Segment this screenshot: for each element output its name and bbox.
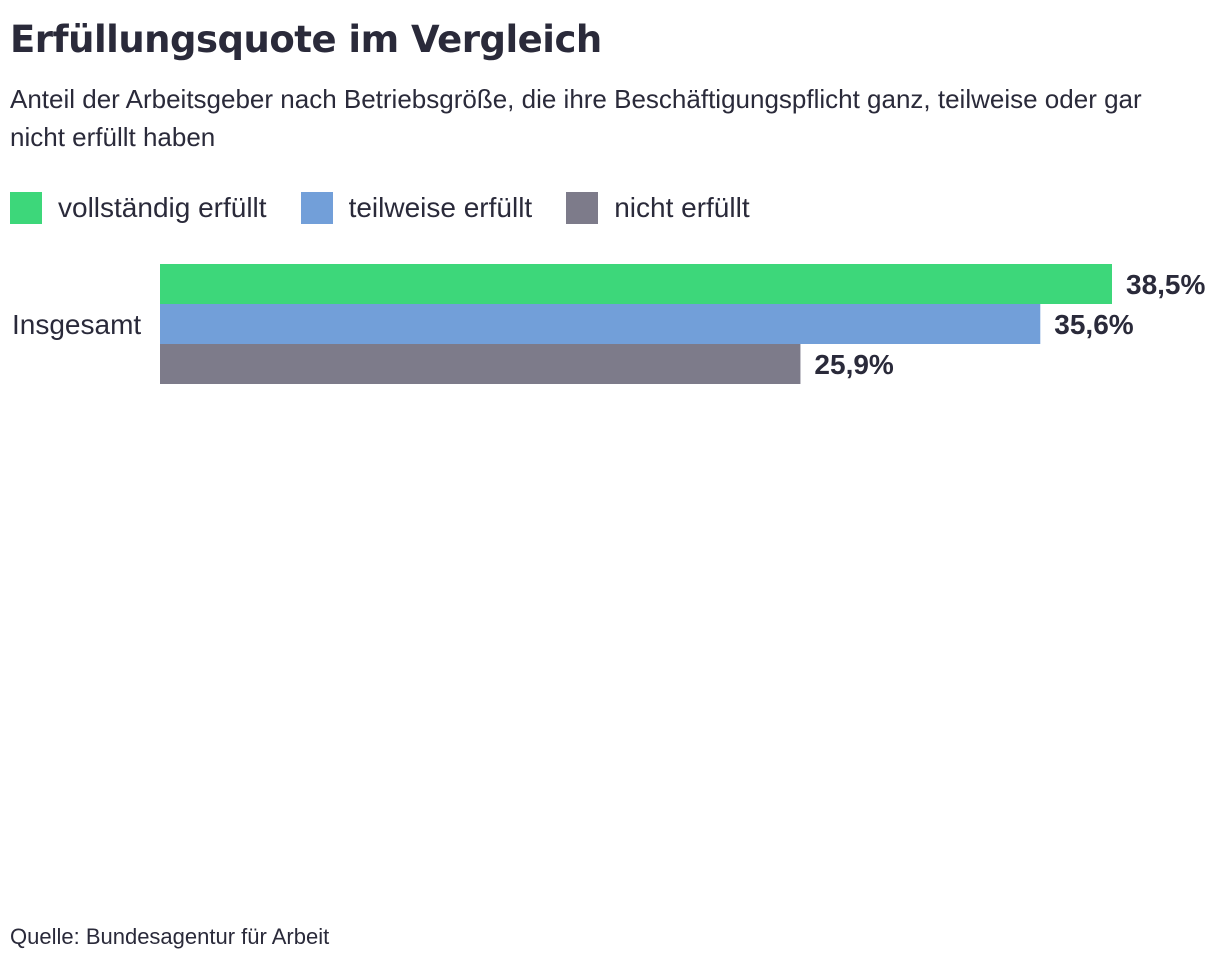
legend-item-nicht: nicht erfüllt <box>566 192 750 224</box>
bar-0-0 <box>160 264 1112 304</box>
legend-label-vollstaendig: vollständig erfüllt <box>58 192 267 223</box>
source-note: Quelle: Bundesagentur für Arbeit <box>10 924 330 949</box>
legend-swatch-teilweise <box>300 192 333 224</box>
category-label-0: Insgesamt <box>12 309 141 340</box>
bar-chart: Insgesamt 38,5% 35,6% 25,9% <box>12 264 1205 384</box>
legend-swatch-vollstaendig <box>10 192 42 224</box>
legend-label-teilweise: teilweise erfüllt <box>348 192 533 223</box>
legend: vollständig erfüllt teilweise erfüllt ni… <box>10 186 784 230</box>
legend-swatch-nicht <box>566 192 599 224</box>
chart-subtitle: Anteil der Arbeitsgeber nach Betriebsgrö… <box>10 84 1142 152</box>
legend-item-teilweise: teilweise erfüllt <box>300 192 533 224</box>
bar-2-0 <box>160 344 801 384</box>
legend-item-vollstaendig: vollständig erfüllt <box>10 192 267 224</box>
value-label-2-0: 25,9% <box>814 349 893 380</box>
bar-1-0 <box>160 304 1041 344</box>
legend-label-nicht: nicht erfüllt <box>614 192 750 223</box>
value-label-1-0: 35,6% <box>1054 309 1133 340</box>
value-label-0-0: 38,5% <box>1126 269 1205 300</box>
chart-title: Erfüllungsquote im Vergleich <box>10 18 602 61</box>
